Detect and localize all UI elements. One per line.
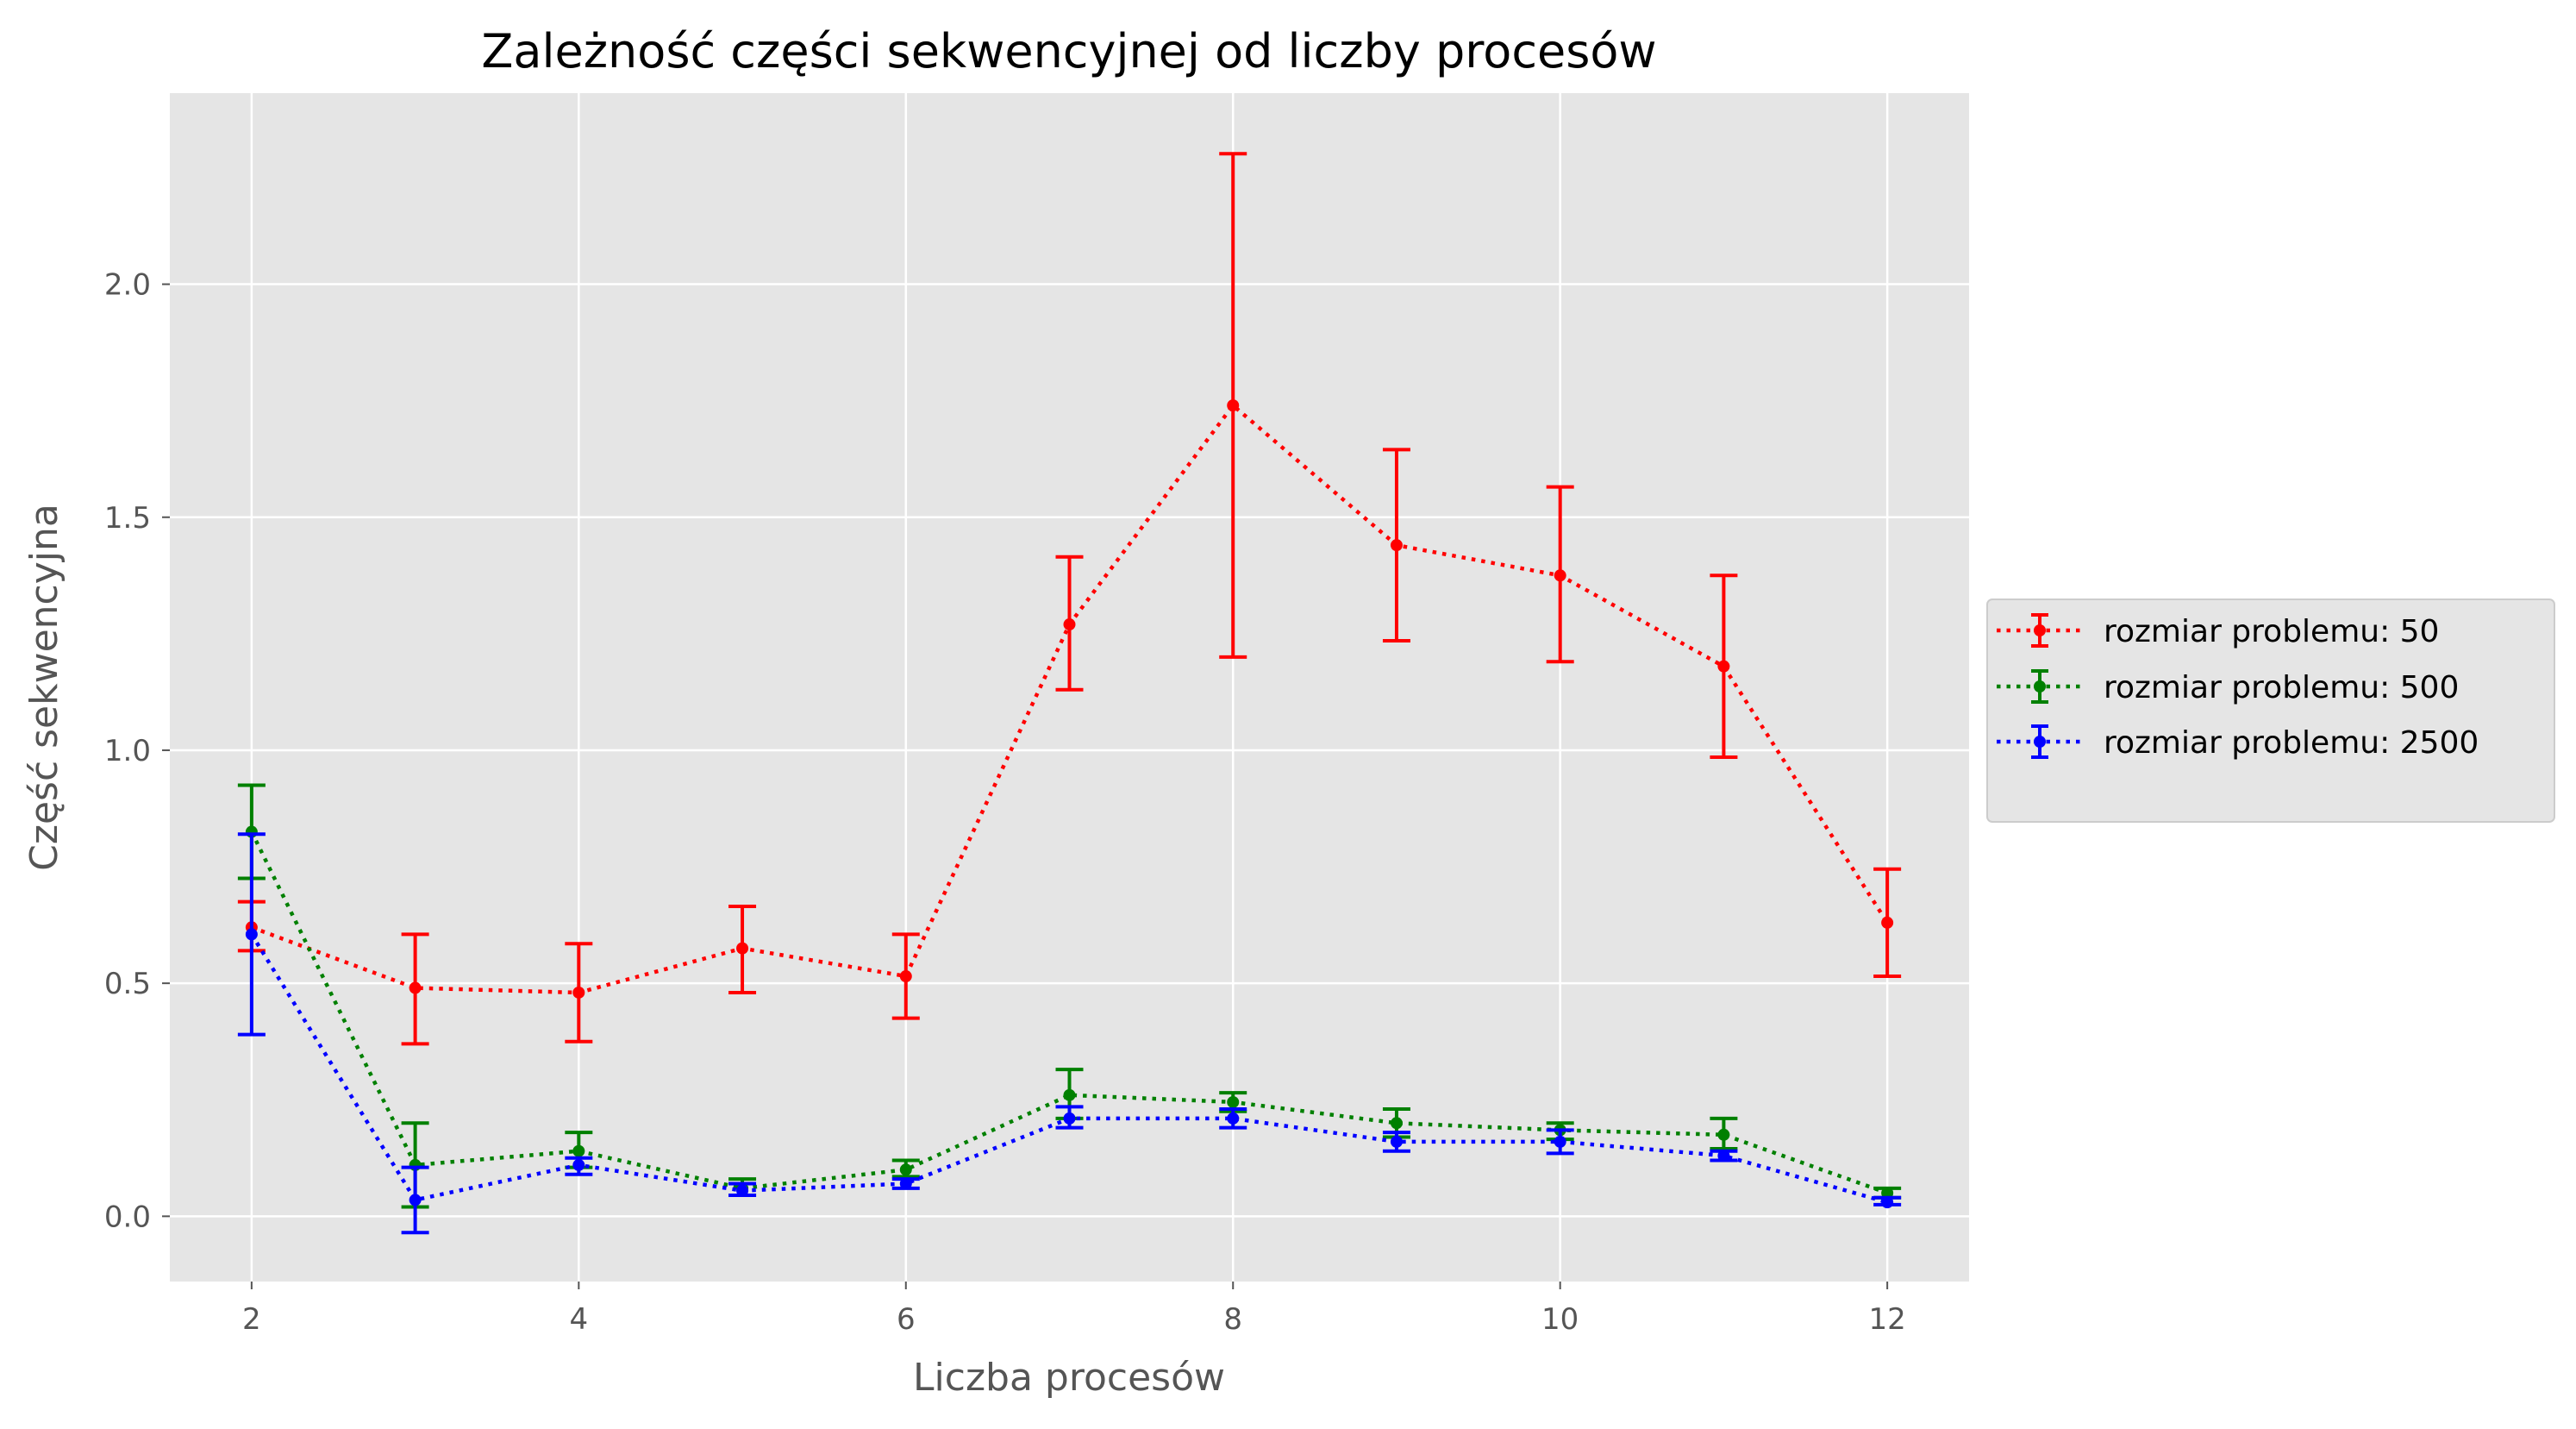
data-point	[1554, 569, 1566, 582]
data-point	[572, 986, 585, 999]
legend-box	[1986, 599, 2555, 823]
y-axis-label: Część sekwencyjna	[22, 504, 66, 871]
data-point	[899, 970, 912, 983]
data-point	[1390, 1117, 1403, 1130]
y-tick-label: 1.0	[104, 734, 151, 768]
x-tick-label: 4	[569, 1302, 588, 1337]
data-point	[1227, 399, 1240, 412]
y-tick-label: 1.5	[104, 501, 151, 536]
x-tick-label: 6	[897, 1302, 916, 1337]
data-point	[1881, 1196, 1894, 1209]
series-3	[237, 832, 1902, 1235]
legend-label: rozmiar problemu: 2500	[2104, 725, 2479, 761]
x-tick-label: 8	[1223, 1302, 1242, 1337]
series-layer	[237, 152, 1902, 1235]
data-point	[1390, 1135, 1403, 1148]
x-tick-label: 12	[1869, 1302, 1906, 1337]
data-point	[736, 1184, 749, 1197]
legend-swatch-marker	[2034, 736, 2046, 748]
x-tick-label: 10	[1541, 1302, 1579, 1337]
data-point	[736, 942, 749, 955]
y-tick-label: 2.0	[104, 268, 151, 303]
data-point	[409, 1194, 422, 1207]
x-axis-ticks: 2 4 6 8 10 12	[242, 1282, 1906, 1337]
data-point	[1063, 1112, 1076, 1125]
data-point	[899, 1177, 912, 1190]
data-point	[572, 1144, 585, 1157]
data-point	[1717, 660, 1730, 673]
series-1	[237, 152, 1902, 1046]
data-point	[245, 928, 258, 941]
data-point	[1063, 618, 1076, 631]
data-point	[899, 1163, 912, 1176]
grid	[170, 93, 1969, 1282]
legend: rozmiar problemu: 50 rozmiar problemu: 50…	[1986, 599, 2555, 823]
data-point	[1390, 539, 1403, 552]
data-point	[1881, 916, 1894, 929]
y-tick-label: 0.5	[104, 967, 151, 1001]
legend-swatch-marker	[2034, 680, 2046, 693]
x-axis-label: Liczba procesów	[913, 1356, 1225, 1400]
legend-label: rozmiar problemu: 500	[2104, 670, 2459, 705]
data-point	[1717, 1150, 1730, 1163]
data-point	[1063, 1088, 1076, 1101]
chart-title: Zależność części sekwencyjnej od liczby …	[481, 24, 1656, 78]
y-tick-label: 0.0	[104, 1200, 151, 1234]
data-point	[1554, 1135, 1566, 1148]
data-point	[572, 1158, 585, 1171]
data-point	[1227, 1112, 1240, 1125]
legend-entry: rozmiar problemu: 50	[1997, 613, 2439, 649]
legend-swatch-marker	[2034, 624, 2046, 636]
legend-entry: rozmiar problemu: 2500	[1997, 724, 2479, 761]
y-axis-ticks: 0.0 0.5 1.0 1.5 2.0	[104, 268, 170, 1234]
x-tick-label: 2	[242, 1302, 261, 1337]
legend-entry: rozmiar problemu: 500	[1997, 669, 2459, 705]
data-point	[1717, 1128, 1730, 1141]
legend-label: rozmiar problemu: 50	[2104, 614, 2439, 649]
data-point	[1227, 1095, 1240, 1108]
data-point	[409, 981, 422, 994]
